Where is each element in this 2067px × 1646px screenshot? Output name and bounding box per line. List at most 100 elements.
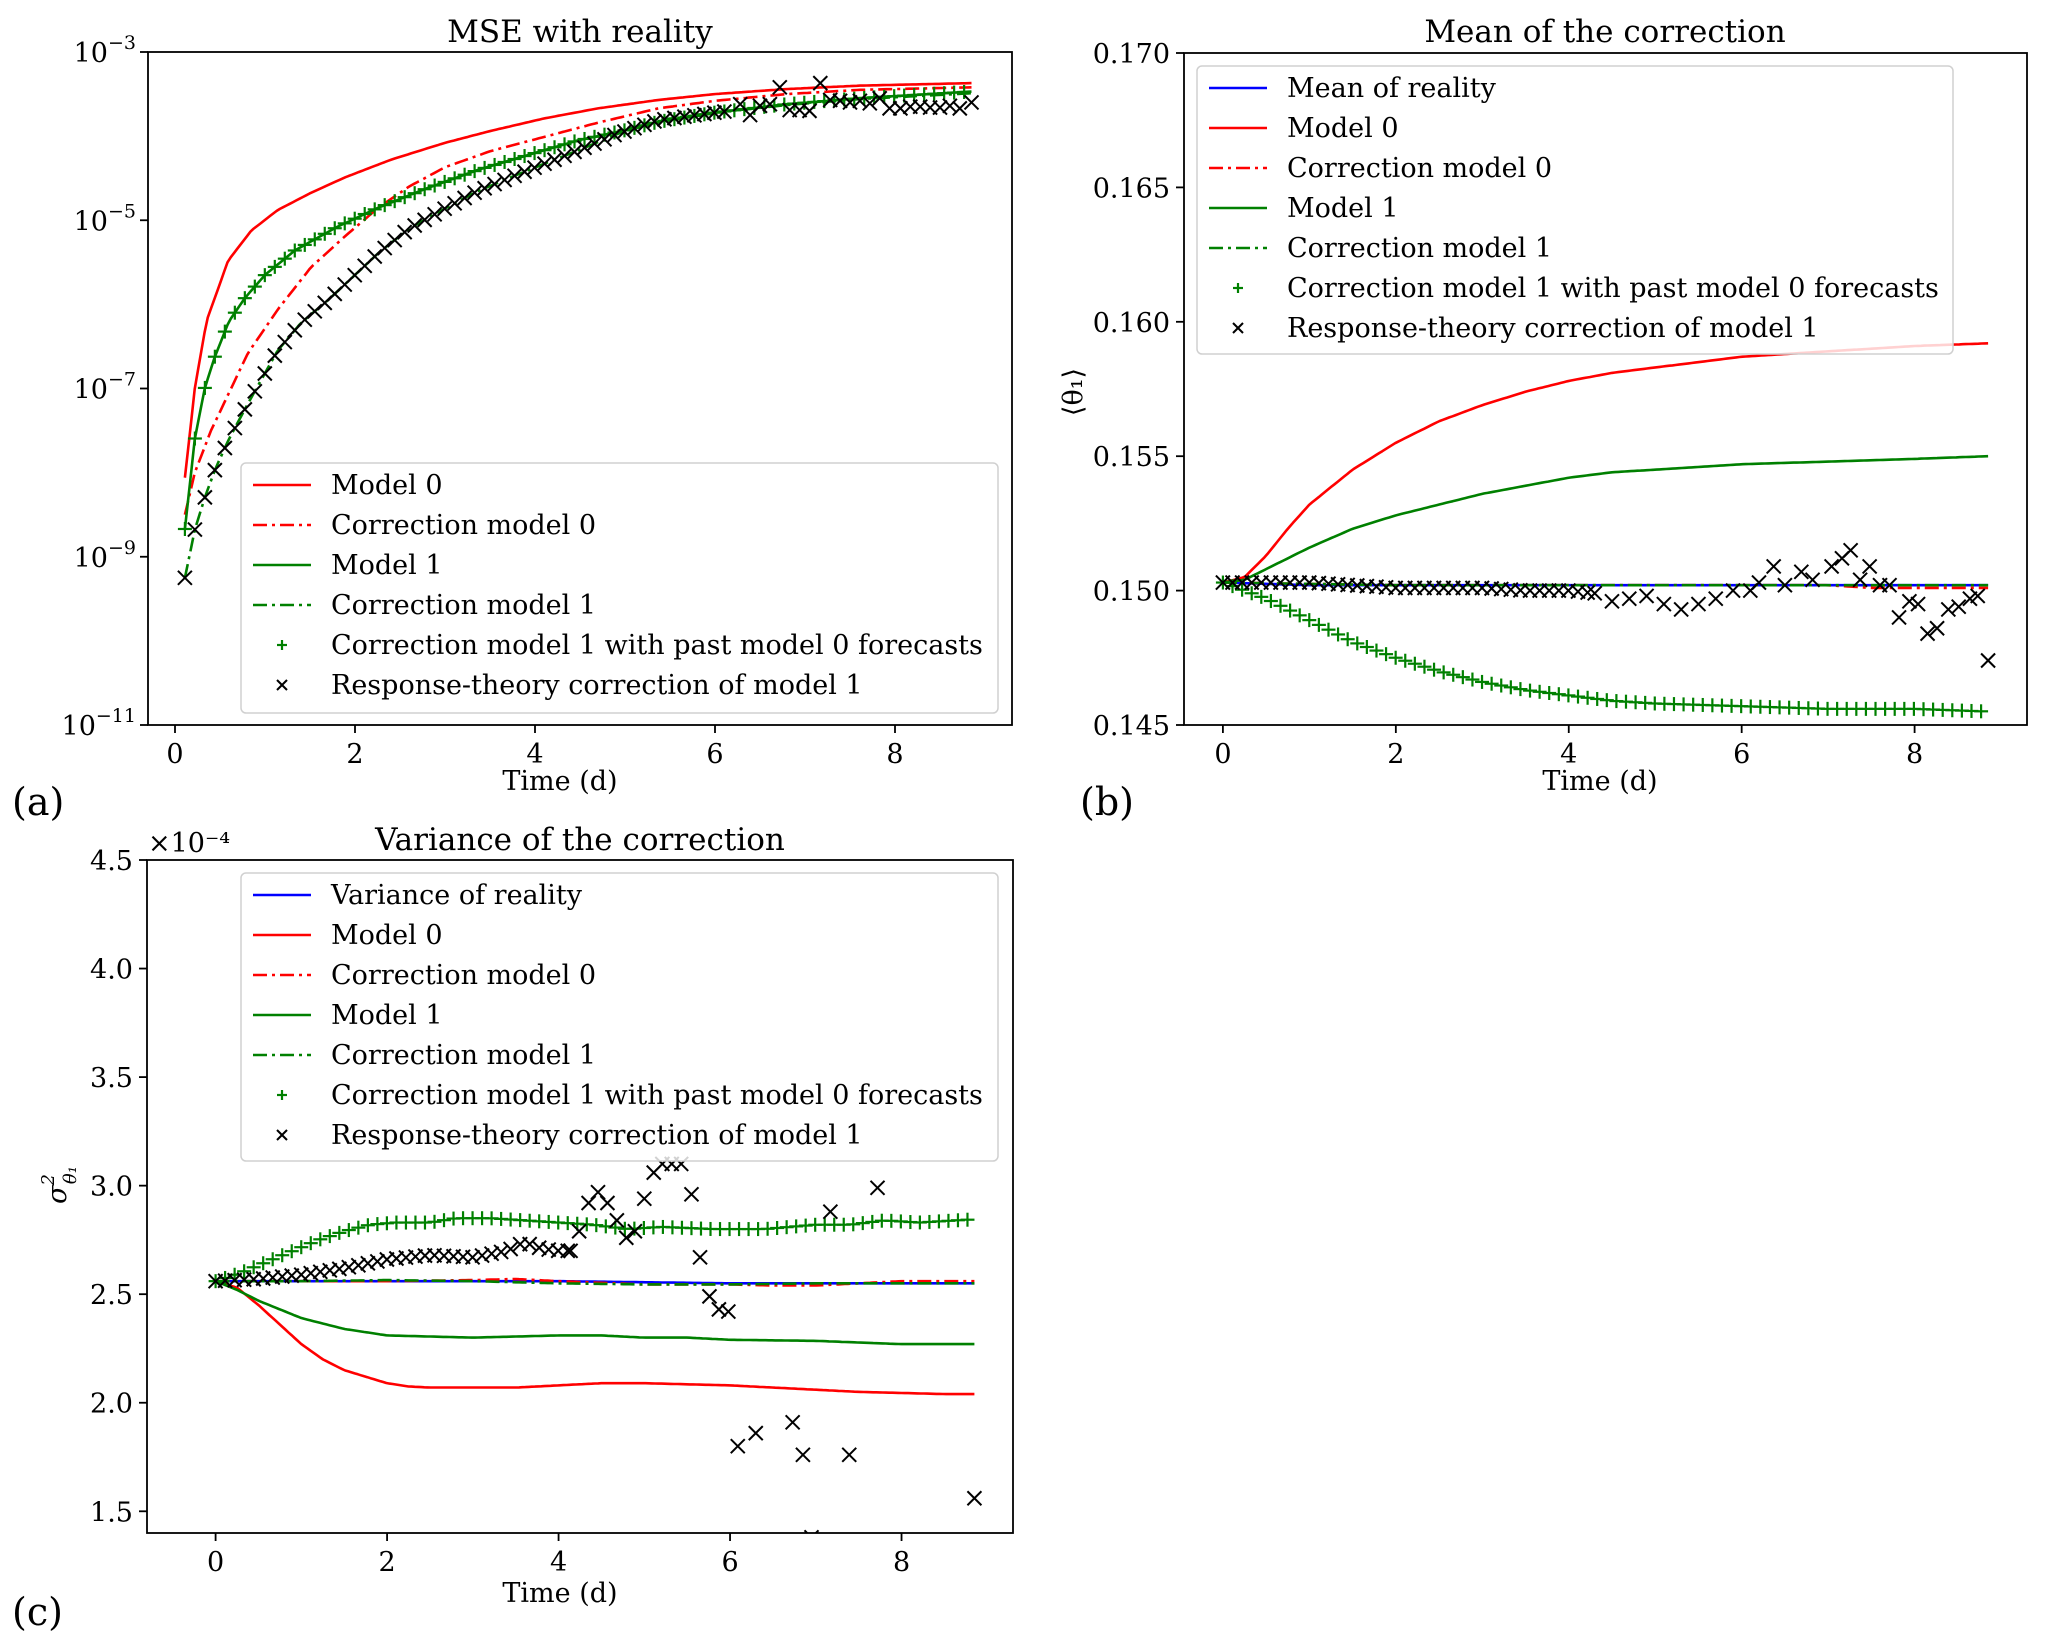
y-tick-label: 10−7: [74, 369, 136, 406]
marker: [317, 226, 332, 241]
marker: [1427, 662, 1442, 677]
marker: [657, 113, 672, 128]
legend-entry: Model 0: [1209, 113, 1399, 144]
marker: [247, 383, 263, 400]
marker: [1910, 596, 1926, 612]
marker: [360, 1255, 376, 1272]
marker: [1513, 682, 1528, 697]
legend-entry: Correction model 1 with past model 0 for…: [277, 630, 983, 661]
panel-b-y-label: ⟨θ₁⟩: [1058, 368, 1089, 416]
marker: [237, 401, 253, 418]
y-tick-label: 0.165: [1093, 173, 1170, 204]
legend-swatch: [276, 679, 288, 691]
marker: [516, 164, 533, 180]
legend-entry: Model 1: [253, 1000, 443, 1031]
marker: [477, 160, 492, 175]
marker: [1283, 603, 1298, 618]
marker: [1804, 572, 1821, 588]
marker: [1407, 656, 1422, 671]
marker: [337, 216, 352, 231]
marker: [720, 1303, 737, 1320]
marker: [626, 120, 643, 136]
panel-b-y-ticks: 0.145 0.150 0.155 0.160 0.165 0.170: [1093, 39, 1184, 742]
marker: [1494, 678, 1509, 693]
marker: [427, 1214, 442, 1229]
marker: [1273, 598, 1288, 613]
y-tick-label: 0.150: [1093, 577, 1170, 608]
marker: [521, 1236, 538, 1252]
marker: [277, 251, 292, 266]
panel-a-plot-area: [177, 75, 980, 586]
legend-box: [1196, 65, 1954, 355]
marker: [406, 217, 423, 234]
legend-label: Mean of reality: [1287, 73, 1497, 104]
panel-c-variance: Variance of the correction ×10⁻⁴ 0 2 4 6 8 1…: [12, 822, 1014, 1634]
panel-b-title: Mean of the correction: [1424, 14, 1785, 50]
marker: [331, 1261, 348, 1277]
marker: [716, 103, 733, 120]
marker: [586, 135, 603, 152]
marker: [487, 157, 502, 172]
marker: [636, 117, 653, 133]
x-tick-label: 4: [550, 1547, 567, 1578]
marker: [517, 149, 532, 164]
marker: [351, 1220, 366, 1235]
marker: [369, 1253, 386, 1270]
legend-label: Model 0: [331, 920, 443, 951]
legend-box: [240, 872, 999, 1162]
marker: [357, 207, 372, 222]
y-tick-label: 0.160: [1093, 308, 1170, 339]
marker: [447, 171, 462, 186]
marker: [589, 1218, 604, 1233]
series-line-model-1: [215, 1279, 975, 1346]
marker: [313, 1232, 328, 1247]
x-tick-label: 6: [706, 739, 723, 770]
legend-label: Correction model 1 with past model 0 for…: [1287, 273, 1939, 304]
legend-entry: Response-theory correction of model 1: [276, 1120, 863, 1151]
marker: [294, 1240, 309, 1255]
marker: [1980, 652, 1996, 669]
marker: [701, 1288, 718, 1305]
marker: [1708, 590, 1724, 607]
x-tick-label: 6: [721, 1547, 738, 1578]
y-tick-label: 3.5: [90, 1063, 133, 1094]
marker: [1532, 684, 1547, 699]
marker: [267, 259, 282, 274]
x-tick-label: 4: [526, 739, 543, 770]
marker: [218, 1270, 233, 1285]
legend-label: Model 0: [331, 470, 443, 501]
marker: [1503, 680, 1518, 695]
marker: [257, 268, 272, 283]
marker: [341, 1223, 356, 1238]
marker: [227, 305, 242, 320]
marker: [869, 1180, 886, 1196]
marker: [526, 159, 543, 176]
marker: [1244, 586, 1259, 601]
marker: [367, 248, 383, 265]
marker: [841, 1447, 857, 1463]
marker: [1842, 542, 1859, 558]
marker: [347, 211, 362, 226]
marker: [464, 1249, 481, 1265]
marker: [386, 232, 403, 248]
marker: [618, 1230, 635, 1246]
marker: [1580, 690, 1595, 705]
panel-b-frame: [1183, 52, 2028, 726]
marker: [963, 94, 980, 111]
legend-swatch: [276, 1129, 288, 1141]
marker: [377, 198, 392, 213]
marker: [341, 1259, 357, 1275]
legend-label: Correction model 1 with past model 0 for…: [331, 1080, 983, 1111]
marker: [1292, 608, 1307, 623]
marker: [1523, 683, 1538, 698]
legend-entry: Model 0: [253, 920, 443, 951]
marker: [942, 98, 958, 114]
series-line-model-0: [215, 1279, 975, 1396]
marker: [497, 154, 512, 169]
marker: [596, 131, 613, 148]
marker: [1321, 622, 1336, 637]
marker: [562, 1243, 579, 1259]
marker: [396, 224, 413, 240]
marker: [772, 79, 788, 96]
